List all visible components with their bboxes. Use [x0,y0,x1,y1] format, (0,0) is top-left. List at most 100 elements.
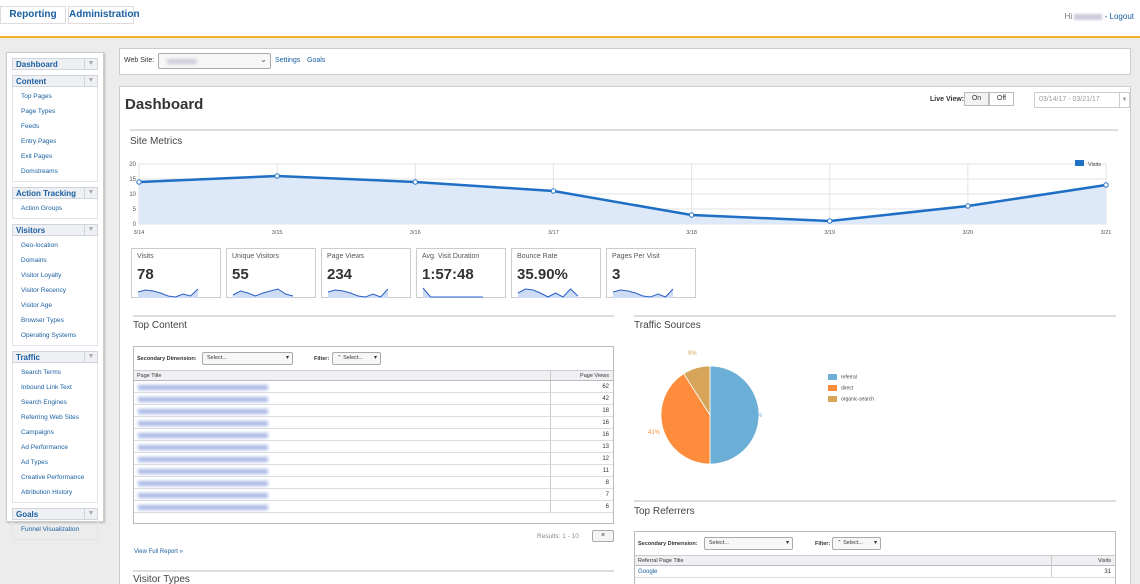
sidebar-item[interactable]: Campaigns [21,429,54,436]
collapse-arrow-icon[interactable]: ▼ [84,509,97,519]
sparkline-line [422,287,483,298]
sidebar-item[interactable]: Attribution History [21,489,73,496]
settings-link[interactable]: Settings [275,57,301,64]
secondary-dimension-select[interactable]: Select... ▾ [202,352,293,365]
page-title-blurred[interactable] [138,481,268,486]
sidebar-section-header[interactable]: Action Tracking ▼ [12,187,98,199]
greeting-text: Hi [1064,12,1073,21]
logout-link[interactable]: - Logout [1104,12,1134,21]
collapse-arrow-icon[interactable]: ▼ [84,76,97,86]
collapse-arrow-icon[interactable]: ▼ [84,225,97,235]
filter-select[interactable]: ⌃ Select... ▾ [332,352,381,365]
sidebar-item[interactable]: Geo-location [21,242,58,249]
data-point[interactable] [136,179,142,185]
filter-select[interactable]: ⌃ Select... ▾ [832,537,881,550]
sidebar-section-header[interactable]: Content ▼ [12,75,98,87]
pie-slice-organic-search[interactable] [683,365,711,417]
date-range-picker[interactable]: 03/14/17 - 03/21/17 ▼ [1034,92,1130,108]
secondary-dimension-select[interactable]: Select... ▾ [704,537,793,550]
data-point[interactable] [550,188,557,194]
page-title-blurred[interactable] [138,469,268,474]
data-point[interactable] [1103,182,1109,188]
page-views-value: 7 [605,492,609,498]
data-point[interactable] [965,203,971,209]
website-select[interactable]: ⌄ [158,53,271,69]
sidebar-item[interactable]: Entry Pages [21,138,57,145]
sidebar-section-header[interactable]: Traffic ▼ [12,351,98,363]
sidebar-item[interactable]: Inbound Link Text [21,384,72,391]
table-row[interactable]: 16 [134,429,613,441]
page-title-blurred[interactable] [138,505,268,510]
sidebar-item[interactable]: Funnel Visualization [21,526,80,533]
tab-reporting[interactable]: Reporting [0,6,66,24]
table-row[interactable]: 7 [134,489,613,501]
table-row[interactable]: 11 [134,465,613,477]
table-row[interactable]: 42 [134,393,613,405]
sidebar-item[interactable]: Referring Web Sites [21,414,80,421]
sidebar-item[interactable]: Domstreams [21,168,58,175]
table-row[interactable]: 12 [134,453,613,465]
website-bar: Web Site: ⌄ Settings Goals [119,48,1131,75]
table-row[interactable]: 62 [134,381,613,393]
page-title-blurred[interactable] [138,457,268,462]
page-views-value: 11 [602,468,609,474]
sidebar-item[interactable]: Browser Types [21,317,64,324]
collapse-arrow-icon[interactable]: ▼ [84,352,97,362]
page-title-blurred[interactable] [138,385,268,390]
collapse-arrow-icon[interactable]: ▼ [84,59,97,69]
page-title-blurred[interactable] [138,445,268,450]
data-point[interactable] [827,218,833,224]
metric-label: Pages Per Visit [612,253,660,260]
page-title-blurred[interactable] [138,397,268,402]
col-visits: Visits [1097,558,1111,564]
table-row[interactable]: Google 31 [635,566,1115,578]
sidebar-section-header[interactable]: Dashboard ▼ [12,58,98,70]
sidebar-section-header[interactable]: Goals ▼ [12,508,98,520]
view-full-report-link[interactable]: View Full Report » [134,549,183,555]
sidebar-item[interactable]: Exit Pages [21,153,53,160]
data-point[interactable] [412,179,418,185]
goals-link[interactable]: Goals [307,57,326,64]
sidebar-item[interactable]: Page Types [21,108,56,115]
collapse-arrow-icon[interactable]: ▼ [84,188,97,198]
y-tick-label: 5 [133,207,137,213]
sidebar-section-header[interactable]: Visitors ▼ [12,224,98,236]
data-point[interactable] [274,173,280,179]
legend-swatch [828,396,837,402]
divider [634,500,1116,502]
referrer-title[interactable]: Google [638,569,658,575]
page-title-blurred[interactable] [138,433,268,438]
page-title-blurred[interactable] [138,421,268,426]
table-row[interactable]: 18 [134,405,613,417]
page-title-blurred[interactable] [138,493,268,498]
sidebar-item[interactable]: Visitor Loyalty [21,272,62,279]
sidebar-section-content: Content ▼ Top Pages Page Types Feeds Entry Pa… [12,75,98,182]
tab-administration[interactable]: Administration [68,6,140,24]
filter-value: Select... [343,355,364,361]
table-row[interactable]: 16 [134,417,613,429]
sidebar-item[interactable]: Search Terms [21,369,61,376]
table-row[interactable]: 8 [134,477,613,489]
live-view-off-button[interactable]: Off [989,92,1014,106]
sidebar-item[interactable]: Ad Types [21,459,48,466]
close-button[interactable]: × [592,530,614,542]
sidebar-item[interactable]: Domains [21,257,47,264]
live-view-on-button[interactable]: On [964,92,989,106]
sidebar-item[interactable]: Feeds [21,123,40,130]
table-row[interactable]: 6 [134,501,613,513]
sidebar-item[interactable]: Top Pages [21,93,52,100]
sidebar-item[interactable]: Ad Performance [21,444,68,451]
pie-slice-referral[interactable] [709,365,760,465]
sidebar-item[interactable]: Visitor Age [21,302,52,309]
sidebar-item[interactable]: Creative Performance [21,474,85,481]
sidebar-item[interactable]: Visitor Recency [21,287,67,294]
top-referrers-title: Top Referrers [634,506,695,517]
table-row[interactable]: 13 [134,441,613,453]
page-title-blurred[interactable] [138,409,268,414]
sidebar-item[interactable]: Operating Systems [21,332,77,339]
sidebar-item[interactable]: Search Engines [21,399,67,406]
x-tick-label: 3/16 [410,230,421,236]
legend-item: direct [828,385,853,391]
data-point[interactable] [688,212,695,218]
sidebar-item[interactable]: Action Groups [21,205,63,212]
